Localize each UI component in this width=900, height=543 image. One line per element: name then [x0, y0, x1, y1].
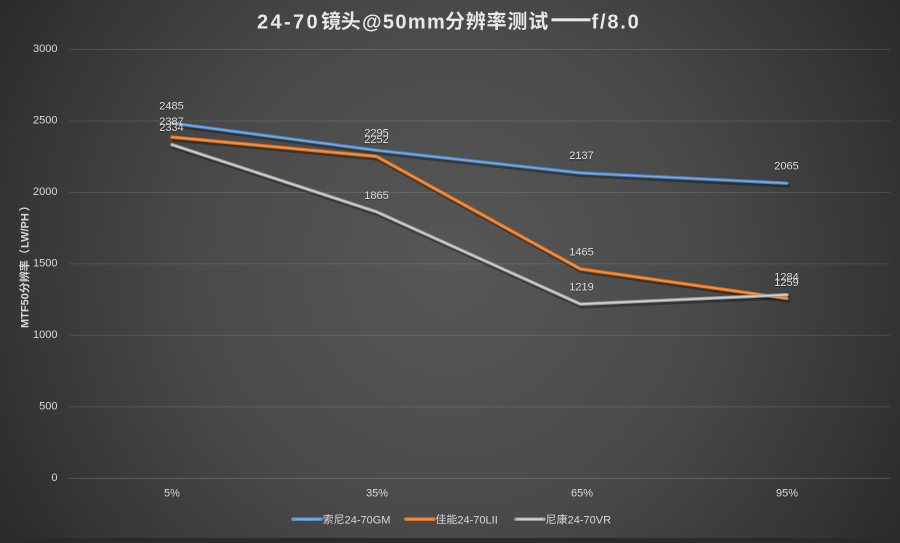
svg-text:2387: 2387 — [159, 117, 183, 129]
svg-text:f/8.0: f/8.0 — [592, 11, 641, 33]
svg-text:2295: 2295 — [364, 129, 388, 141]
svg-text:1465: 1465 — [569, 246, 593, 258]
svg-text:2334: 2334 — [159, 123, 183, 135]
svg-text:1865: 1865 — [364, 191, 388, 203]
svg-text:2065: 2065 — [774, 161, 798, 173]
svg-text:2065: 2065 — [774, 162, 798, 174]
svg-text:1500: 1500 — [33, 258, 57, 270]
svg-text:0: 0 — [51, 472, 57, 484]
svg-text:95%: 95% — [776, 488, 798, 500]
svg-text:2334: 2334 — [159, 122, 183, 134]
svg-text:1865: 1865 — [364, 190, 388, 202]
svg-text:2137: 2137 — [569, 151, 593, 163]
svg-text:@50mm: @50mm — [362, 11, 446, 33]
svg-text:2387: 2387 — [159, 116, 183, 128]
svg-text:2500: 2500 — [33, 115, 57, 127]
svg-text:2485: 2485 — [159, 100, 183, 112]
svg-text:2137: 2137 — [569, 150, 593, 162]
svg-text:2252: 2252 — [364, 134, 388, 146]
svg-text:24-70LII: 24-70LII — [457, 514, 497, 526]
svg-text:1259: 1259 — [774, 277, 798, 289]
svg-text:2295: 2295 — [364, 127, 388, 139]
svg-text:5%: 5% — [164, 488, 180, 500]
svg-text:500: 500 — [39, 401, 57, 413]
svg-text:LW/PH: LW/PH — [20, 213, 32, 248]
svg-text:24-70: 24-70 — [257, 11, 320, 33]
svg-text:1465: 1465 — [569, 248, 593, 260]
svg-text:2485: 2485 — [159, 102, 183, 114]
svg-text:24-70GM: 24-70GM — [345, 514, 391, 526]
svg-text:MTF50: MTF50 — [20, 293, 32, 328]
svg-text:1259: 1259 — [774, 278, 798, 290]
svg-text:2000: 2000 — [33, 186, 57, 198]
svg-text:1219: 1219 — [569, 281, 593, 293]
svg-text:65%: 65% — [571, 488, 593, 500]
svg-text:35%: 35% — [366, 488, 388, 500]
svg-text:2252: 2252 — [364, 135, 388, 147]
svg-text:1219: 1219 — [569, 283, 593, 295]
svg-text:1000: 1000 — [33, 329, 57, 341]
svg-text:1284: 1284 — [774, 272, 798, 284]
svg-text:3000: 3000 — [33, 43, 57, 55]
svg-text:24-70VR: 24-70VR — [568, 514, 611, 526]
svg-text:1284: 1284 — [774, 273, 798, 285]
